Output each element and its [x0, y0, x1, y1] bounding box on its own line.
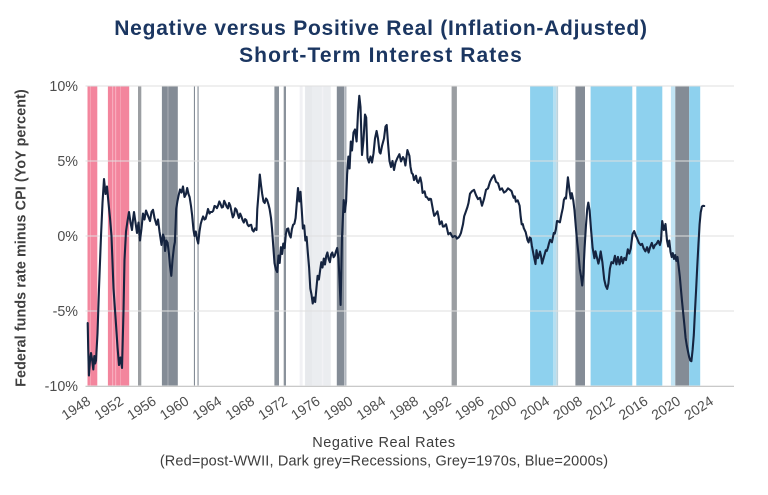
svg-text:1980: 1980 — [321, 392, 356, 422]
svg-text:2016: 2016 — [616, 392, 651, 422]
svg-text:2012: 2012 — [583, 392, 618, 422]
svg-text:Federal funds rate minus CPI (: Federal funds rate minus CPI (YoY percen… — [14, 89, 30, 387]
svg-text:1956: 1956 — [124, 392, 159, 422]
svg-text:1960: 1960 — [157, 392, 192, 422]
svg-text:5%: 5% — [57, 154, 78, 170]
svg-text:1964: 1964 — [189, 392, 224, 422]
svg-text:-10%: -10% — [45, 379, 79, 395]
svg-text:2020: 2020 — [648, 392, 683, 422]
svg-text:1948: 1948 — [58, 392, 93, 422]
svg-text:1996: 1996 — [452, 392, 487, 422]
svg-text:(Red=post-WWII, Dark grey=Rece: (Red=post-WWII, Dark grey=Recessions, Gr… — [160, 454, 608, 470]
svg-text:1984: 1984 — [353, 392, 388, 422]
svg-text:1992: 1992 — [419, 392, 454, 422]
svg-text:Negative Real Rates: Negative Real Rates — [312, 435, 455, 451]
svg-text:2004: 2004 — [517, 392, 552, 422]
svg-text:1952: 1952 — [91, 392, 126, 422]
svg-text:1988: 1988 — [386, 392, 421, 422]
svg-text:2000: 2000 — [484, 392, 519, 422]
svg-text:1972: 1972 — [255, 392, 290, 422]
svg-text:1976: 1976 — [288, 392, 323, 422]
svg-text:10%: 10% — [49, 79, 78, 95]
svg-text:-5%: -5% — [53, 304, 79, 320]
svg-text:1968: 1968 — [222, 392, 257, 422]
svg-text:2008: 2008 — [550, 392, 585, 422]
svg-text:2024: 2024 — [681, 392, 716, 422]
svg-text:0%: 0% — [57, 229, 78, 245]
